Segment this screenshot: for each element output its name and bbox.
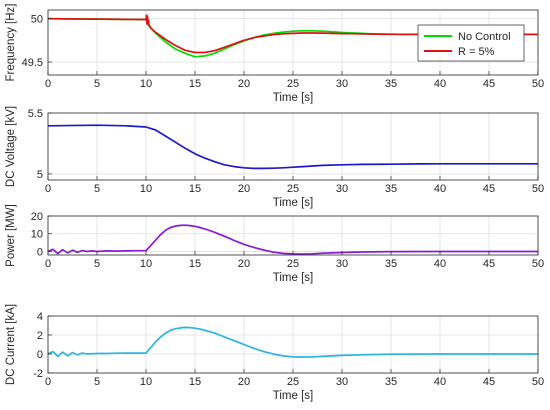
y-axis-label: Frequency [Hz]	[5, 4, 17, 82]
chart-panel-3: 0 5 10 15 20 25 30 35 40 45 50 0 10 20 Time [s] Power […	[5, 204, 544, 284]
x-tick-label: 0	[45, 183, 51, 195]
series-line-series-1	[48, 326, 538, 358]
x-tick-label: 10	[140, 376, 152, 388]
series-line-series-1	[48, 124, 538, 170]
x-axis-label: Time [s]	[273, 92, 313, 104]
x-tick-label: 15	[189, 183, 201, 195]
legend: No Control R = 5%	[417, 24, 525, 62]
x-tick-label: 50	[532, 183, 544, 195]
x-tick-label: 0	[45, 376, 51, 388]
y-tick-label: 5.5	[28, 108, 43, 120]
x-tick-label: 20	[238, 258, 250, 270]
legend-label: R = 5%	[458, 46, 495, 58]
x-axis-label: Time [s]	[273, 197, 313, 209]
y-tick-label: 4	[37, 311, 43, 323]
x-tick-label: 40	[434, 258, 446, 270]
y-axis-label: DC Voltage [kV]	[5, 106, 17, 187]
x-tick-label: 10	[140, 258, 152, 270]
x-tick-label: 35	[385, 376, 397, 388]
x-tick-label: 50	[532, 78, 544, 90]
x-tick-label: 30	[336, 78, 348, 90]
y-axis-label: DC Current [kA]	[5, 304, 17, 385]
x-axis-label: Time [s]	[273, 390, 313, 402]
x-tick-label: 25	[287, 78, 299, 90]
y-tick-label: 10	[31, 229, 43, 241]
series-line-r-5	[48, 14, 538, 54]
x-tick-label: 25	[287, 376, 299, 388]
x-tick-label: 20	[238, 78, 250, 90]
x-tick-label: 40	[434, 183, 446, 195]
x-axis-label: Time [s]	[273, 272, 313, 284]
x-tick-label: 40	[434, 376, 446, 388]
x-tick-label: 25	[287, 183, 299, 195]
x-tick-label: 30	[336, 258, 348, 270]
x-tick-label: 20	[238, 376, 250, 388]
x-tick-label: 15	[189, 258, 201, 270]
x-tick-label: 35	[385, 258, 397, 270]
chart-panel-1: 0 5 10 15 20 25 30 35 40 45 50 49.5 50 Time [s] Freque…	[5, 4, 544, 104]
y-tick-label: 0	[37, 349, 43, 361]
x-tick-label: 50	[532, 376, 544, 388]
x-tick-label: 5	[94, 183, 100, 195]
x-tick-label: 45	[483, 376, 495, 388]
x-tick-label: 45	[483, 78, 495, 90]
x-tick-label: 25	[287, 258, 299, 270]
x-tick-label: 40	[434, 78, 446, 90]
y-tick-label: 50	[31, 14, 43, 26]
y-tick-label: 5	[37, 169, 43, 181]
x-tick-label: 0	[45, 78, 51, 90]
x-tick-label: 45	[483, 258, 495, 270]
x-tick-label: 35	[385, 78, 397, 90]
x-tick-label: 30	[336, 376, 348, 388]
x-tick-label: 45	[483, 183, 495, 195]
y-tick-label: 20	[31, 211, 43, 223]
x-tick-label: 5	[94, 258, 100, 270]
x-tick-label: 15	[189, 376, 201, 388]
x-tick-label: 20	[238, 183, 250, 195]
x-tick-label: 5	[94, 376, 100, 388]
x-tick-label: 35	[385, 183, 397, 195]
y-tick-label: 2	[37, 330, 43, 342]
x-tick-label: 30	[336, 183, 348, 195]
legend-box	[417, 24, 525, 62]
x-tick-label: 15	[189, 78, 201, 90]
y-axis-label: Power [MW]	[5, 204, 17, 267]
x-tick-label: 10	[140, 78, 152, 90]
legend-label: No Control	[458, 31, 511, 43]
y-tick-label: -2	[33, 368, 43, 380]
x-tick-label: 5	[94, 78, 100, 90]
series-line-series-1	[48, 224, 538, 255]
x-tick-label: 50	[532, 258, 544, 270]
x-tick-label: 0	[45, 258, 51, 270]
y-tick-label: 49.5	[22, 57, 43, 69]
y-tick-label: 0	[37, 246, 43, 258]
x-tick-label: 10	[140, 183, 152, 195]
